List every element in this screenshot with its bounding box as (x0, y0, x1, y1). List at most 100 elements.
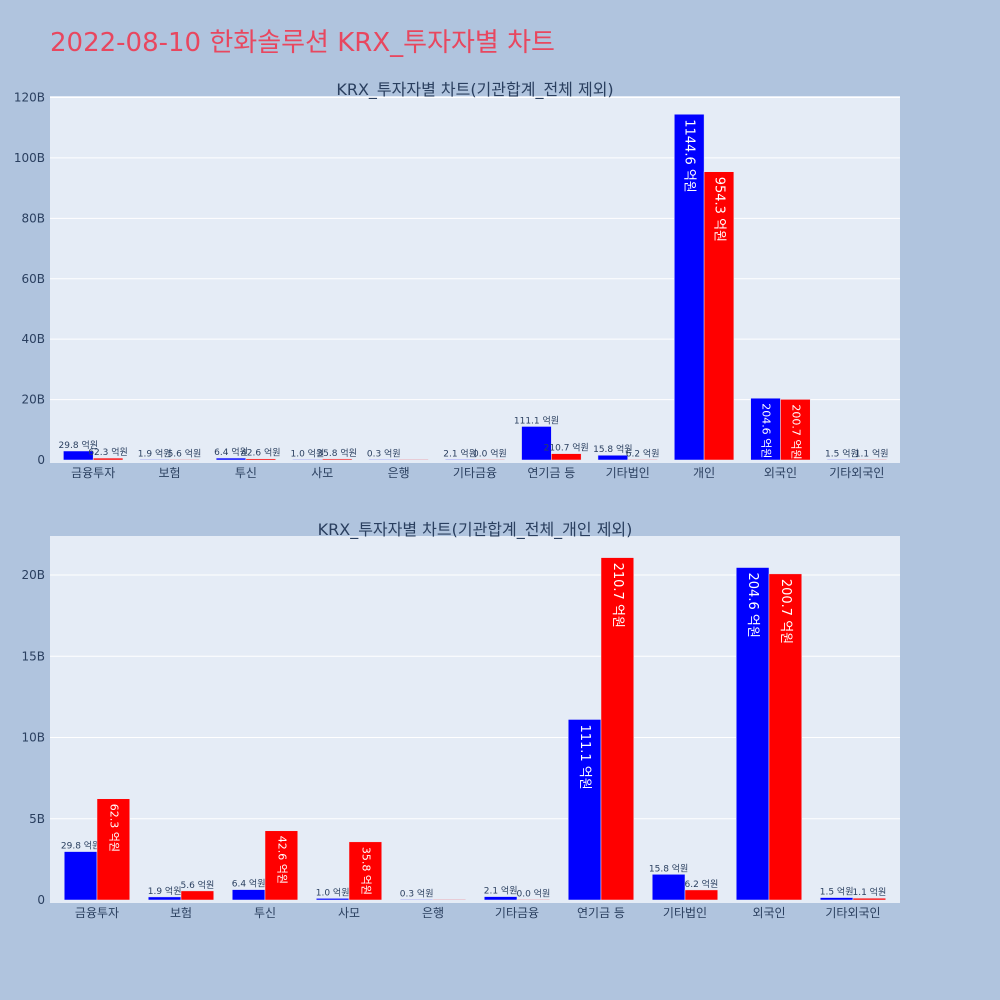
chart2-buy-bar (63, 851, 98, 901)
chart2-data-label: 0.0 억원 (517, 887, 551, 899)
chart1-xtick-label: 기타금융 (453, 466, 497, 480)
chart2-buy-bar (819, 897, 854, 901)
chart2-ytick-label: 15B (21, 649, 45, 663)
chart2-sell-bar (684, 889, 719, 901)
chart1-buy-bar (63, 450, 94, 461)
chart1-buy-bar (674, 113, 705, 461)
chart1-sell-bar (92, 457, 124, 461)
chart1-data-label: 62.3 억원 (88, 446, 127, 458)
chart2-buy-bar (399, 899, 434, 901)
chart2-xtick-label: 기타법인 (663, 906, 707, 920)
chart2-sell-bar (432, 899, 467, 901)
chart1-data-label: 2.1 억원 (443, 447, 477, 459)
chart2-xtick-label: 기타금융 (495, 906, 539, 920)
chart1-sell-bar (245, 458, 276, 461)
chart1-data-label: 6.4 억원 (214, 446, 248, 458)
chart2-data-label: 1.0 억원 (316, 886, 350, 898)
chart2-data-label: 111.1 억원 (577, 724, 592, 789)
chart1-data-label: 0.3 억원 (367, 447, 401, 459)
chart1-data-label: 1.5 억원 (825, 447, 859, 459)
chart1-buy-bar (444, 459, 476, 461)
chart1-data-label: 204.6 억원 (760, 403, 773, 458)
chart1-buy-bar (826, 459, 858, 461)
chart1-xtick-label: 사모 (311, 466, 333, 480)
chart1-data-label: 0.0 억원 (473, 447, 507, 459)
chart2-data-label: 6.4 억원 (232, 878, 266, 890)
chart2-sell-bar (516, 899, 551, 901)
chart1-buy-bar (521, 426, 552, 461)
chart2-buy-bar (315, 898, 350, 901)
chart1-xtick-label: 외국인 (764, 466, 797, 480)
chart2-buy-bar (651, 874, 686, 901)
chart1-xtick-label: 은행 (388, 465, 410, 480)
chart1-data-label: 954.3 억원 (711, 177, 726, 242)
chart2-sell-bar (768, 573, 803, 901)
chart2-ytick-label: 0 (37, 893, 45, 907)
chart2-sell-bar (96, 798, 131, 901)
chart1-xtick-label: 투신 (235, 466, 257, 480)
chart1-sell-bar (322, 458, 353, 461)
page-title: 2022-08-10 한화솔루션 KRX_투자자별 차트 (50, 28, 555, 58)
chart2-sell-bar (600, 557, 635, 901)
chart1-sell-bar (474, 459, 506, 461)
chart1-ytick-label: 80B (21, 211, 45, 225)
chart2-xtick-label: 사모 (338, 906, 360, 920)
chart2-buy-bar (231, 889, 266, 901)
chart2-data-label: 1.1 억원 (853, 886, 887, 898)
chart2-data-label: 42.6 억원 (275, 836, 288, 884)
chart2-ytick-label: 20B (21, 568, 45, 582)
chart2-data-label: 5.6 억원 (181, 879, 215, 891)
chart2-ytick-label: 10B (21, 731, 45, 745)
chart1-data-label: 210.7 억원 (544, 442, 589, 454)
chart1-data-label: 29.8 억원 (59, 439, 98, 451)
chart1-sell-bar (169, 459, 200, 461)
chart2-xtick-label: 연기금 등 (577, 906, 625, 920)
chart1-title: KRX_투자자별 차트(기관합계_전체 제외) (336, 80, 613, 100)
chart1-ytick-label: 20B (21, 393, 45, 407)
chart1-buy-bar (750, 397, 781, 461)
chart2-sell-bar (180, 890, 215, 901)
chart2-xtick-label: 금융투자 (75, 906, 119, 920)
chart2-data-label: 204.6 억원 (745, 573, 760, 638)
chart2-data-label: 29.8 억원 (61, 840, 100, 852)
chart2-title: KRX_투자자별 차트(기관합계_전체_개인 제외) (318, 520, 633, 540)
chart1-ytick-label: 100B (14, 151, 45, 165)
chart1-xtick-label: 기타외국인 (829, 466, 884, 480)
chart2-sell-bar (852, 897, 887, 901)
chart2-xtick-label: 기타외국인 (825, 906, 880, 920)
chart1-sell-bar (627, 459, 658, 461)
chart2-data-label: 1.5 억원 (820, 886, 854, 898)
chart1-ytick-label: 0 (37, 453, 45, 467)
chart2-data-label: 35.8 억원 (359, 847, 372, 895)
chart1-buy-bar (368, 459, 399, 461)
chart1-ytick-label: 40B (21, 332, 45, 346)
chart1-xtick-label: 기타법인 (606, 466, 650, 480)
chart1-sell-bar (780, 399, 811, 461)
chart1-xtick-label: 연기금 등 (527, 466, 575, 480)
chart1-data-label: 111.1 억원 (514, 414, 559, 426)
chart1-buy-bar (292, 459, 323, 461)
chart1-data-label: 1.9 억원 (138, 447, 172, 459)
chart1-sell-bar (551, 453, 582, 461)
chart2-data-label: 2.1 억원 (484, 885, 518, 897)
chart2-data-label: 6.2 억원 (685, 878, 719, 890)
chart1-data-label: 42.6 억원 (241, 447, 280, 459)
chart1-buy-bar (139, 459, 170, 461)
chart2-data-label: 0.3 억원 (400, 887, 434, 899)
chart1-data-label: 200.7 억원 (789, 404, 802, 459)
chart2-sell-bar (264, 830, 299, 901)
chart2-xtick-label: 외국인 (752, 906, 785, 920)
chart2-ytick-label: 5B (29, 812, 45, 826)
chart2-xtick-label: 보험 (170, 906, 192, 920)
chart1-sell-bar (703, 171, 735, 461)
chart1-data-label: 6.2 억원 (626, 447, 660, 459)
chart1-data-label: 1.0 억원 (291, 447, 325, 459)
chart1-xtick-label: 개인 (693, 466, 715, 480)
chart2-xtick-label: 은행 (422, 905, 444, 920)
chart2-buy-bar (735, 567, 770, 901)
chart2-data-label: 1.9 억원 (148, 885, 182, 897)
chart1-data-label: 5.6 억원 (168, 447, 202, 459)
chart2-data-label: 62.3 억원 (107, 804, 120, 852)
chart2-buy-bar (147, 896, 182, 901)
